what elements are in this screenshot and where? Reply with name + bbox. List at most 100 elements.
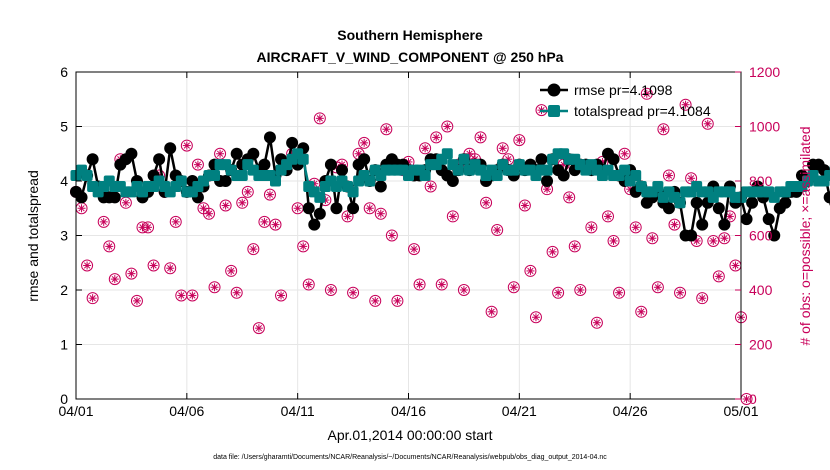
obs-assimilated-marker bbox=[304, 280, 313, 289]
legend-spread-label: totalspread pr=4.1084 bbox=[574, 103, 711, 119]
chart-subtitle: AIRCRAFT_V_WIND_COMPONENT @ 250 hPa bbox=[257, 49, 564, 65]
obs-possible-marker bbox=[164, 262, 177, 275]
totalspread-point bbox=[441, 148, 453, 160]
obs-possible-marker bbox=[712, 270, 725, 283]
obs-assimilated-marker bbox=[565, 193, 574, 202]
obs-assimilated-marker bbox=[177, 291, 186, 300]
y2-tick-label: 800 bbox=[749, 173, 773, 189]
totalspread-point bbox=[81, 170, 93, 182]
obs-assimilated-marker bbox=[393, 296, 402, 305]
rmse-point bbox=[746, 196, 759, 209]
obs-assimilated-marker bbox=[509, 283, 518, 292]
obs-possible-marker bbox=[225, 264, 238, 277]
obs-assimilated-marker bbox=[631, 223, 640, 232]
rmse-point bbox=[347, 202, 360, 215]
obs-assimilated-marker bbox=[615, 288, 624, 297]
obs-assimilated-marker bbox=[437, 280, 446, 289]
obs-possible-marker bbox=[313, 112, 326, 125]
obs-possible-marker bbox=[640, 87, 653, 100]
rmse-point bbox=[108, 191, 121, 204]
totalspread-point bbox=[209, 170, 221, 182]
obs-assimilated-marker bbox=[681, 100, 690, 109]
obs-assimilated-marker bbox=[238, 198, 247, 207]
obs-possible-marker bbox=[513, 134, 526, 147]
obs-assimilated-marker bbox=[498, 144, 507, 153]
rmse-point bbox=[712, 202, 725, 215]
obs-possible-marker bbox=[674, 286, 687, 299]
chart-title: Southern Hemisphere bbox=[337, 27, 483, 43]
obs-possible-marker bbox=[701, 117, 714, 130]
obs-possible-marker bbox=[374, 207, 387, 220]
totalspread-point bbox=[674, 197, 686, 209]
obs-possible-marker bbox=[524, 264, 537, 277]
obs-assimilated-marker bbox=[182, 141, 191, 150]
rmse-point bbox=[263, 131, 276, 144]
obs-possible-marker bbox=[602, 210, 614, 223]
obs-possible-marker bbox=[358, 136, 371, 149]
y-tick-label: 2 bbox=[60, 282, 68, 298]
y2-tick-label: 1200 bbox=[749, 64, 780, 80]
rmse-point bbox=[768, 229, 781, 242]
obs-assimilated-marker bbox=[315, 114, 324, 123]
obs-possible-marker bbox=[613, 286, 626, 299]
rmse-point bbox=[446, 175, 459, 187]
x-tick-label: 04/16 bbox=[391, 403, 426, 419]
y2-tick-label: 200 bbox=[749, 337, 773, 353]
obs-assimilated-marker bbox=[554, 288, 563, 297]
obs-possible-marker bbox=[125, 267, 138, 280]
obs-assimilated-marker bbox=[620, 149, 629, 158]
obs-possible-marker bbox=[241, 185, 254, 198]
obs-possible-marker bbox=[662, 169, 675, 182]
rmse-point bbox=[662, 202, 675, 215]
obs-possible-marker bbox=[380, 123, 393, 136]
rmse-point bbox=[258, 158, 271, 171]
totalspread-point bbox=[491, 170, 503, 182]
obs-possible-marker bbox=[180, 139, 193, 152]
y-tick-label: 3 bbox=[60, 228, 68, 244]
obs-possible-marker bbox=[685, 172, 698, 185]
obs-assimilated-marker bbox=[105, 242, 114, 251]
rmse-point bbox=[696, 218, 709, 231]
obs-possible-marker bbox=[408, 243, 421, 256]
obs-possible-marker bbox=[269, 218, 282, 231]
obs-assimilated-marker bbox=[277, 291, 286, 300]
obs-assimilated-marker bbox=[459, 286, 468, 294]
rmse-point bbox=[302, 202, 315, 215]
obs-assimilated-marker bbox=[703, 119, 712, 128]
obs-assimilated-marker bbox=[371, 296, 380, 305]
obs-assimilated-marker bbox=[432, 133, 441, 142]
obs-assimilated-marker bbox=[260, 217, 269, 226]
y-tick-label: 1 bbox=[60, 337, 68, 353]
obs-possible-marker bbox=[263, 188, 276, 201]
obs-possible-marker bbox=[546, 245, 559, 258]
obs-assimilated-marker bbox=[526, 266, 535, 275]
obs-possible-marker bbox=[629, 221, 642, 234]
obs-possible-marker bbox=[718, 232, 731, 245]
obs-assimilated-marker bbox=[216, 149, 225, 158]
obs-possible-marker bbox=[86, 292, 99, 305]
obs-assimilated-marker bbox=[221, 201, 230, 210]
obs-possible-marker bbox=[474, 131, 487, 144]
y2-axis-label: # of obs: o=possible; ×=assimilated bbox=[797, 126, 813, 345]
obs-assimilated-marker bbox=[382, 125, 391, 134]
x-tick-label: 04/01 bbox=[58, 403, 93, 419]
x-axis-label: Apr.01,2014 00:00:00 start bbox=[327, 427, 492, 443]
rmse-point bbox=[86, 153, 99, 166]
obs-possible-marker bbox=[219, 199, 232, 212]
obs-assimilated-marker bbox=[232, 288, 241, 297]
obs-assimilated-marker bbox=[448, 212, 457, 221]
obs-possible-marker bbox=[618, 147, 631, 160]
obs-assimilated-marker bbox=[587, 223, 596, 232]
obs-assimilated-marker bbox=[637, 307, 646, 316]
obs-assimilated-marker bbox=[687, 174, 696, 183]
legend-rmse-label: rmse pr=4.1098 bbox=[574, 82, 673, 98]
obs-assimilated-marker bbox=[731, 261, 740, 270]
obs-possible-marker bbox=[385, 229, 398, 242]
obs-possible-marker bbox=[707, 234, 720, 247]
y2-axis-ticks: 0 200 400 600 800 1000 1200 bbox=[735, 64, 780, 407]
obs-possible-marker bbox=[142, 221, 155, 234]
data-file-footnote: data file: /Users/gharamti/Documents/NCA… bbox=[213, 454, 607, 461]
obs-assimilated-marker bbox=[299, 242, 308, 251]
obs-assimilated-marker bbox=[664, 171, 673, 180]
obs-assimilated-marker bbox=[365, 204, 374, 213]
